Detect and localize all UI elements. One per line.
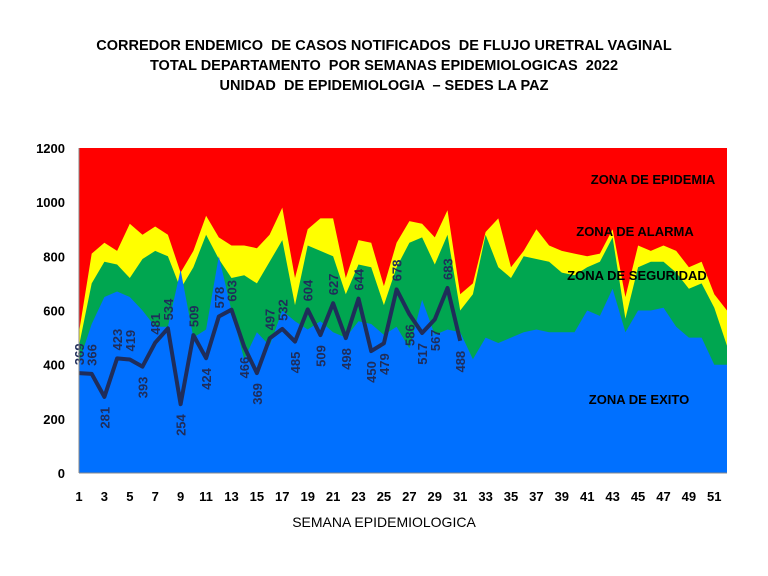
chart-title-line-3: UNIDAD DE EPIDEMIOLOGIA – SEDES LA PAZ: [219, 78, 549, 94]
y-tick-label: 400: [43, 358, 65, 373]
y-tick-label: 200: [43, 412, 65, 427]
data-label: 419: [123, 330, 138, 352]
data-label: 604: [301, 279, 316, 301]
data-label: 393: [136, 377, 151, 399]
x-tick-label: 31: [453, 489, 467, 504]
data-label: 509: [313, 345, 328, 367]
x-tick-label: 39: [555, 489, 569, 504]
x-tick-label: 47: [656, 489, 670, 504]
data-label: 532: [275, 299, 290, 321]
x-tick-label: 41: [580, 489, 594, 504]
x-tick-label: 19: [300, 489, 314, 504]
data-label: 485: [288, 352, 303, 374]
data-label: 567: [428, 329, 443, 351]
x-tick-label: 27: [402, 489, 416, 504]
series-line-layer: [78, 286, 463, 407]
x-axis-title: SEMANA EPIDEMIOLOGICA: [292, 514, 476, 530]
data-label: 603: [224, 280, 239, 302]
x-tick-label: 7: [152, 489, 159, 504]
zone-exito-label: ZONA DE EXITO: [589, 392, 689, 407]
x-tick-label: 25: [377, 489, 391, 504]
zone-epidemia-label: ZONA DE EPIDEMIA: [591, 172, 716, 187]
x-tick-label: 5: [126, 489, 133, 504]
x-tick-label: 23: [351, 489, 365, 504]
y-axis: 0 200 400 600 800 1000 1200: [36, 141, 80, 481]
y-tick-label: 1000: [36, 195, 65, 210]
zones-layer: [79, 148, 727, 473]
x-tick-label: 33: [478, 489, 492, 504]
x-tick-label: 29: [428, 489, 442, 504]
x-tick-label: 3: [101, 489, 108, 504]
x-tick-label: 51: [707, 489, 721, 504]
x-tick-label: 9: [177, 489, 184, 504]
data-label: 254: [174, 413, 189, 435]
data-label: 517: [415, 343, 430, 365]
cases-line: [78, 286, 463, 407]
x-tick-label: 45: [631, 489, 645, 504]
zone-seguridad-label: ZONA DE SEGURIDAD: [567, 268, 707, 283]
x-axis: 1 3 5 7 9 11 13 15 17 19 21 23 25 27 29 31 33 35 37 39 41 43 4…: [75, 472, 727, 504]
data-label: 678: [390, 260, 405, 282]
x-tick-label: 49: [682, 489, 696, 504]
data-label: 281: [97, 407, 112, 429]
zone-alarma-label: ZONA DE ALARMA: [576, 224, 694, 239]
x-tick-label: 21: [326, 489, 340, 504]
x-tick-label: 17: [275, 489, 289, 504]
data-label: 481: [148, 313, 163, 335]
data-label: 479: [377, 353, 392, 375]
data-label: 424: [199, 367, 214, 389]
x-tick-label: 15: [250, 489, 264, 504]
data-label: 488: [453, 351, 468, 373]
x-tick-label: 13: [224, 489, 238, 504]
x-tick-label: 37: [529, 489, 543, 504]
data-label: 586: [402, 324, 417, 346]
data-label: 534: [161, 298, 176, 320]
zone-exito-area: [79, 256, 727, 473]
y-tick-label: 800: [43, 249, 65, 264]
y-tick-label: 600: [43, 304, 65, 319]
x-tick-label: 1: [75, 489, 82, 504]
x-tick-label: 35: [504, 489, 518, 504]
data-label: 578: [212, 287, 227, 309]
data-label: 369: [250, 383, 265, 405]
data-label: 683: [440, 258, 455, 280]
data-label: 627: [326, 273, 341, 295]
y-tick-label: 1200: [36, 141, 65, 156]
y-tick-label: 0: [58, 466, 65, 481]
chart-title-line-2: TOTAL DEPARTAMENTO POR SEMANAS EPIDEMIOL…: [149, 58, 619, 74]
chart-title-block: CORREDOR ENDEMICO DE CASOS NOTIFICADOS D…: [0, 36, 768, 96]
x-tick-label: 43: [605, 489, 619, 504]
data-label: 450: [364, 361, 379, 383]
chart-title-line-1: CORREDOR ENDEMICO DE CASOS NOTIFICADOS D…: [96, 38, 672, 54]
data-label: 644: [352, 268, 367, 290]
data-label: 498: [339, 348, 354, 370]
data-label: 466: [237, 357, 252, 379]
zone-labels-layer: ZONA DE EPIDEMIA ZONA DE ALARMA ZONA DE SE…: [567, 172, 716, 407]
data-label: 366: [85, 344, 100, 366]
x-tick-label: 11: [199, 489, 213, 504]
data-label: 509: [186, 305, 201, 327]
data-label: 423: [110, 329, 125, 351]
data-label: 497: [263, 309, 278, 331]
